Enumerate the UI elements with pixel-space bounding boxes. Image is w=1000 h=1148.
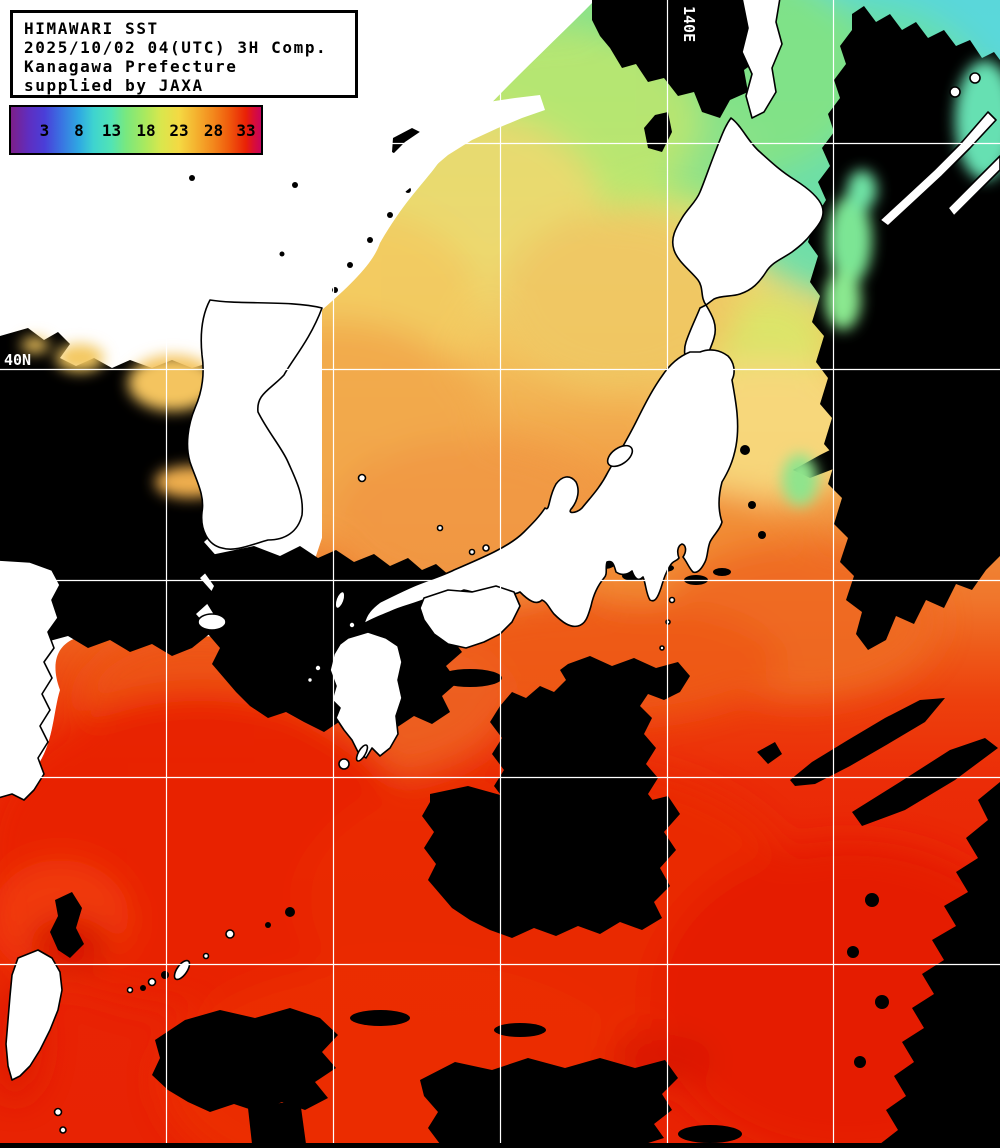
land-kuril	[879, 111, 997, 227]
land-china-coast	[0, 559, 61, 801]
title-box: HIMAWARI SST 2025/10/02 04(UTC) 3H Comp.…	[10, 10, 358, 98]
land-sado	[606, 444, 634, 468]
land-honshu	[363, 349, 739, 628]
colorbar-tick: 13	[101, 121, 122, 140]
temperature-colorbar: 3 8 13 18 23 28 33	[9, 105, 263, 155]
longitude-label-140e: 140E	[680, 6, 698, 42]
land-taiwan	[5, 949, 63, 1081]
colorbar-tick: 3	[39, 121, 50, 140]
land-kyushu	[329, 631, 403, 759]
colorbar-tick: 18	[136, 121, 156, 140]
colorbar-tick: 8	[74, 121, 84, 140]
land-korea	[186, 299, 323, 550]
timestamp-line: 2025/10/02 04(UTC) 3H Comp.	[24, 38, 328, 57]
land-primorye	[382, 95, 545, 200]
latitude-label-40n: 40N	[4, 351, 31, 369]
colorbar-tick: 23	[169, 121, 189, 140]
source-line: supplied by JAXA	[24, 76, 204, 95]
land-sakhalin	[741, 0, 783, 119]
land-hokkaido	[671, 117, 824, 306]
land-jeju	[197, 613, 227, 631]
bottom-black-bar	[0, 1143, 1000, 1148]
region-line: Kanagawa Prefecture	[24, 57, 238, 76]
product-title: HIMAWARI SST	[24, 19, 159, 38]
colorbar-tick: 28	[203, 121, 224, 140]
colorbar-tick: 33	[236, 121, 256, 140]
